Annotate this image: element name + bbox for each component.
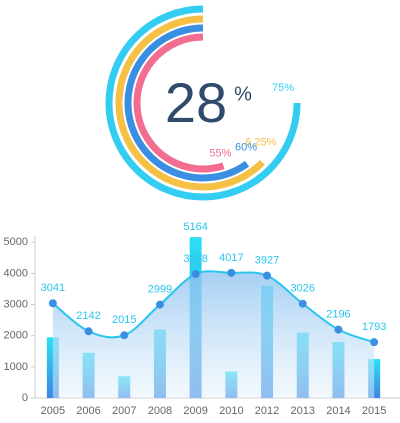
line-point [334,325,343,334]
point-label: 3026 [291,283,315,295]
point-label: 2196 [326,308,350,320]
point-label: 3927 [255,255,279,267]
x-tick-label: 2015 [362,405,386,417]
ring-label: 75% [272,82,294,94]
y-tick-label: 5000 [4,236,28,248]
y-tick-label: 2000 [4,330,28,342]
x-tick-label: 2007 [112,405,136,417]
center-unit: % [234,83,252,105]
center-value: 28 [165,71,227,134]
point-label: 1793 [362,321,386,333]
ring-arc [133,33,225,173]
line-point [263,271,272,280]
x-tick-label: 2014 [326,405,350,417]
ring-arc [115,15,265,191]
ring-label: 6.25% [245,136,276,148]
line-point [84,327,93,336]
ring-label: 60% [235,142,257,154]
bar-label: 5164 [183,221,207,233]
line-point [298,299,307,308]
ring-label: 55% [209,148,231,160]
line-point [120,331,129,340]
line [52,270,375,344]
line-point [370,338,379,347]
point-label: 2142 [76,310,100,322]
point-label: 4017 [219,252,243,264]
line-point [191,270,200,279]
y-tick-label: 3000 [4,298,28,310]
line-area [52,271,375,398]
point-label: 3041 [41,282,65,294]
ring-arc [124,24,250,182]
point-label: 3978 [183,253,207,265]
y-tick-label: 4000 [4,267,28,279]
y-tick-label: 0 [22,392,28,404]
point-label: 2999 [148,283,172,295]
ring-arc [105,5,301,201]
x-tick-label: 2010 [219,405,243,417]
x-tick-label: 2012 [255,405,279,417]
x-tick-label: 2006 [76,405,100,417]
x-tick-label: 2008 [148,405,172,417]
y-tick-label: 1000 [4,361,28,373]
line-point [155,300,164,309]
x-tick-label: 2013 [291,405,315,417]
line-point [227,268,236,277]
x-tick-label: 2009 [183,405,207,417]
point-label: 2015 [112,314,136,326]
line-point [48,299,57,308]
x-tick-label: 2005 [41,405,65,417]
